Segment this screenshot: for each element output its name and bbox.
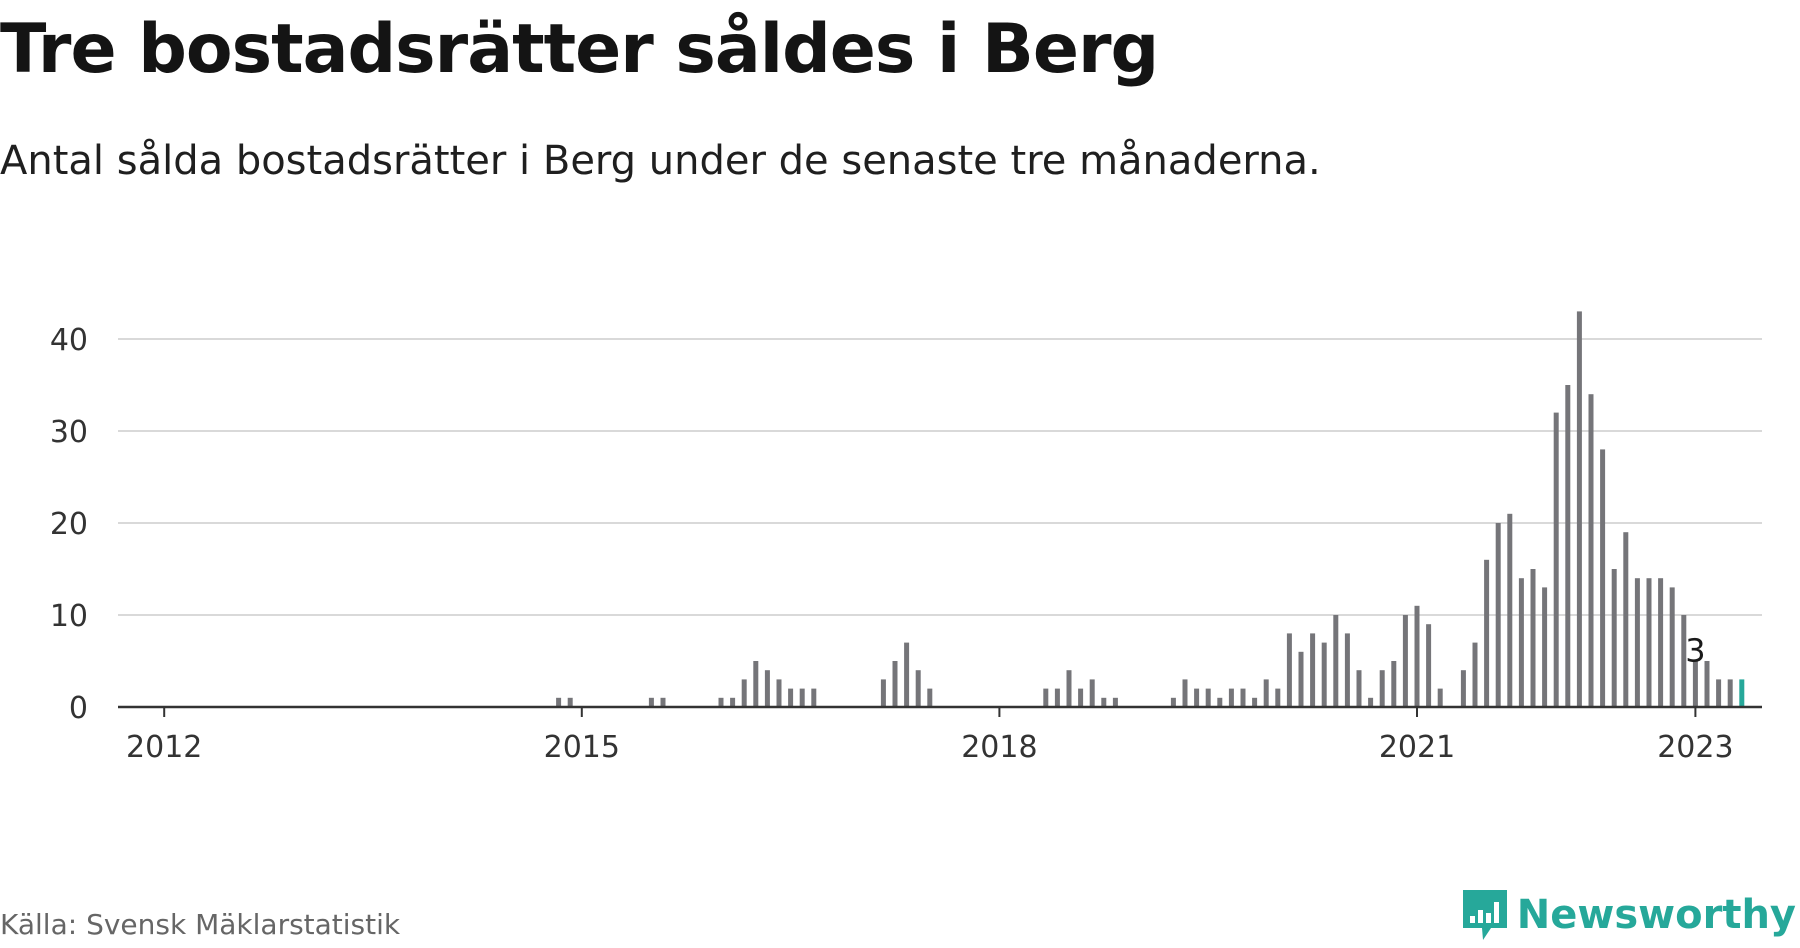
bar xyxy=(1600,449,1606,707)
bar xyxy=(1414,605,1420,707)
x-tick-label: 2021 xyxy=(1379,730,1455,765)
bar xyxy=(567,697,573,707)
bar xyxy=(1704,661,1710,707)
newsworthy-logo: Newsworthy xyxy=(1461,888,1796,942)
chart-title: Tre bostadsrätter såldes i Berg xyxy=(0,10,1159,89)
bar xyxy=(753,661,759,707)
gridlines xyxy=(118,338,1762,616)
data-label: 3 xyxy=(1685,631,1705,669)
bar xyxy=(1426,624,1432,707)
annotations: 3 xyxy=(1685,631,1705,669)
bar xyxy=(811,688,817,707)
bar xyxy=(927,688,933,707)
y-tick-label: 30 xyxy=(50,415,88,450)
bar xyxy=(1460,670,1466,707)
bar xyxy=(1611,569,1617,707)
bar xyxy=(764,670,770,707)
bar xyxy=(799,688,805,707)
bar xyxy=(776,679,782,707)
y-tick-label: 0 xyxy=(69,691,88,726)
x-tick-label: 2018 xyxy=(961,730,1037,765)
chart-subtitle: Antal sålda bostadsrätter i Berg under d… xyxy=(0,138,1321,184)
bar xyxy=(1252,697,1258,707)
bar xyxy=(1472,642,1478,707)
bar xyxy=(1484,559,1490,707)
newsworthy-logo-icon xyxy=(1462,890,1507,940)
bar xyxy=(1310,633,1316,707)
bar xyxy=(1054,688,1060,707)
bar xyxy=(1692,661,1698,707)
bar xyxy=(915,670,921,707)
bar xyxy=(880,679,886,707)
bar xyxy=(1727,679,1733,707)
bar xyxy=(1356,670,1362,707)
bar xyxy=(1043,688,1049,707)
bar xyxy=(1240,688,1246,707)
bar xyxy=(730,697,736,707)
bar xyxy=(1321,642,1327,707)
bar xyxy=(1658,578,1664,707)
bar xyxy=(718,697,724,707)
bar xyxy=(1518,578,1524,707)
bar xyxy=(1217,697,1223,707)
bar xyxy=(1739,679,1745,707)
brand-name: Newsworthy xyxy=(1516,892,1796,938)
y-tick-label: 10 xyxy=(50,599,88,634)
bar xyxy=(1275,688,1281,707)
x-tick-label: 2012 xyxy=(126,730,202,765)
x-axis: 2012 2015 2018 2021 2023 xyxy=(118,705,1762,765)
y-tick-label: 40 xyxy=(50,323,88,358)
bar xyxy=(1391,661,1397,707)
bar xyxy=(788,688,794,707)
bar xyxy=(1182,679,1188,707)
bar xyxy=(1286,633,1292,707)
bar xyxy=(1101,697,1107,707)
bar xyxy=(660,697,666,707)
bar xyxy=(1112,697,1118,707)
bar xyxy=(1681,615,1687,707)
bar xyxy=(1205,688,1211,707)
bar xyxy=(1194,688,1200,707)
y-tick-label: 20 xyxy=(50,507,88,542)
bar xyxy=(892,661,898,707)
bar xyxy=(1542,587,1548,707)
bar xyxy=(1333,615,1339,707)
bar xyxy=(1437,688,1443,707)
bar xyxy=(1066,670,1072,707)
bar xyxy=(648,697,654,707)
bar xyxy=(904,642,910,707)
bar xyxy=(1379,670,1385,707)
bar xyxy=(1646,578,1652,707)
x-tick-label: 2015 xyxy=(544,730,620,765)
bar xyxy=(741,679,747,707)
bar xyxy=(1507,513,1513,707)
bars xyxy=(556,311,1745,707)
bar xyxy=(1078,688,1084,707)
bar xyxy=(1634,578,1640,707)
bar xyxy=(1623,532,1629,707)
bar xyxy=(1368,697,1374,707)
bar xyxy=(1228,688,1234,707)
bar xyxy=(1298,651,1304,707)
bar xyxy=(1402,615,1408,707)
bar xyxy=(556,697,562,707)
x-tick-label: 2023 xyxy=(1657,730,1733,765)
bar xyxy=(1170,697,1176,707)
bar xyxy=(1576,311,1582,707)
bar xyxy=(1553,412,1559,707)
bar xyxy=(1495,523,1501,707)
source-note: Källa: Svensk Mäklarstatistik xyxy=(0,908,401,941)
bar xyxy=(1263,679,1269,707)
bar xyxy=(1565,385,1571,707)
bar xyxy=(1530,569,1536,707)
bar xyxy=(1716,679,1722,707)
bar xyxy=(1344,633,1350,707)
bar xyxy=(1588,394,1594,707)
bar xyxy=(1669,587,1675,707)
y-axis: 0 10 20 30 40 xyxy=(50,323,88,726)
bar xyxy=(1089,679,1095,707)
